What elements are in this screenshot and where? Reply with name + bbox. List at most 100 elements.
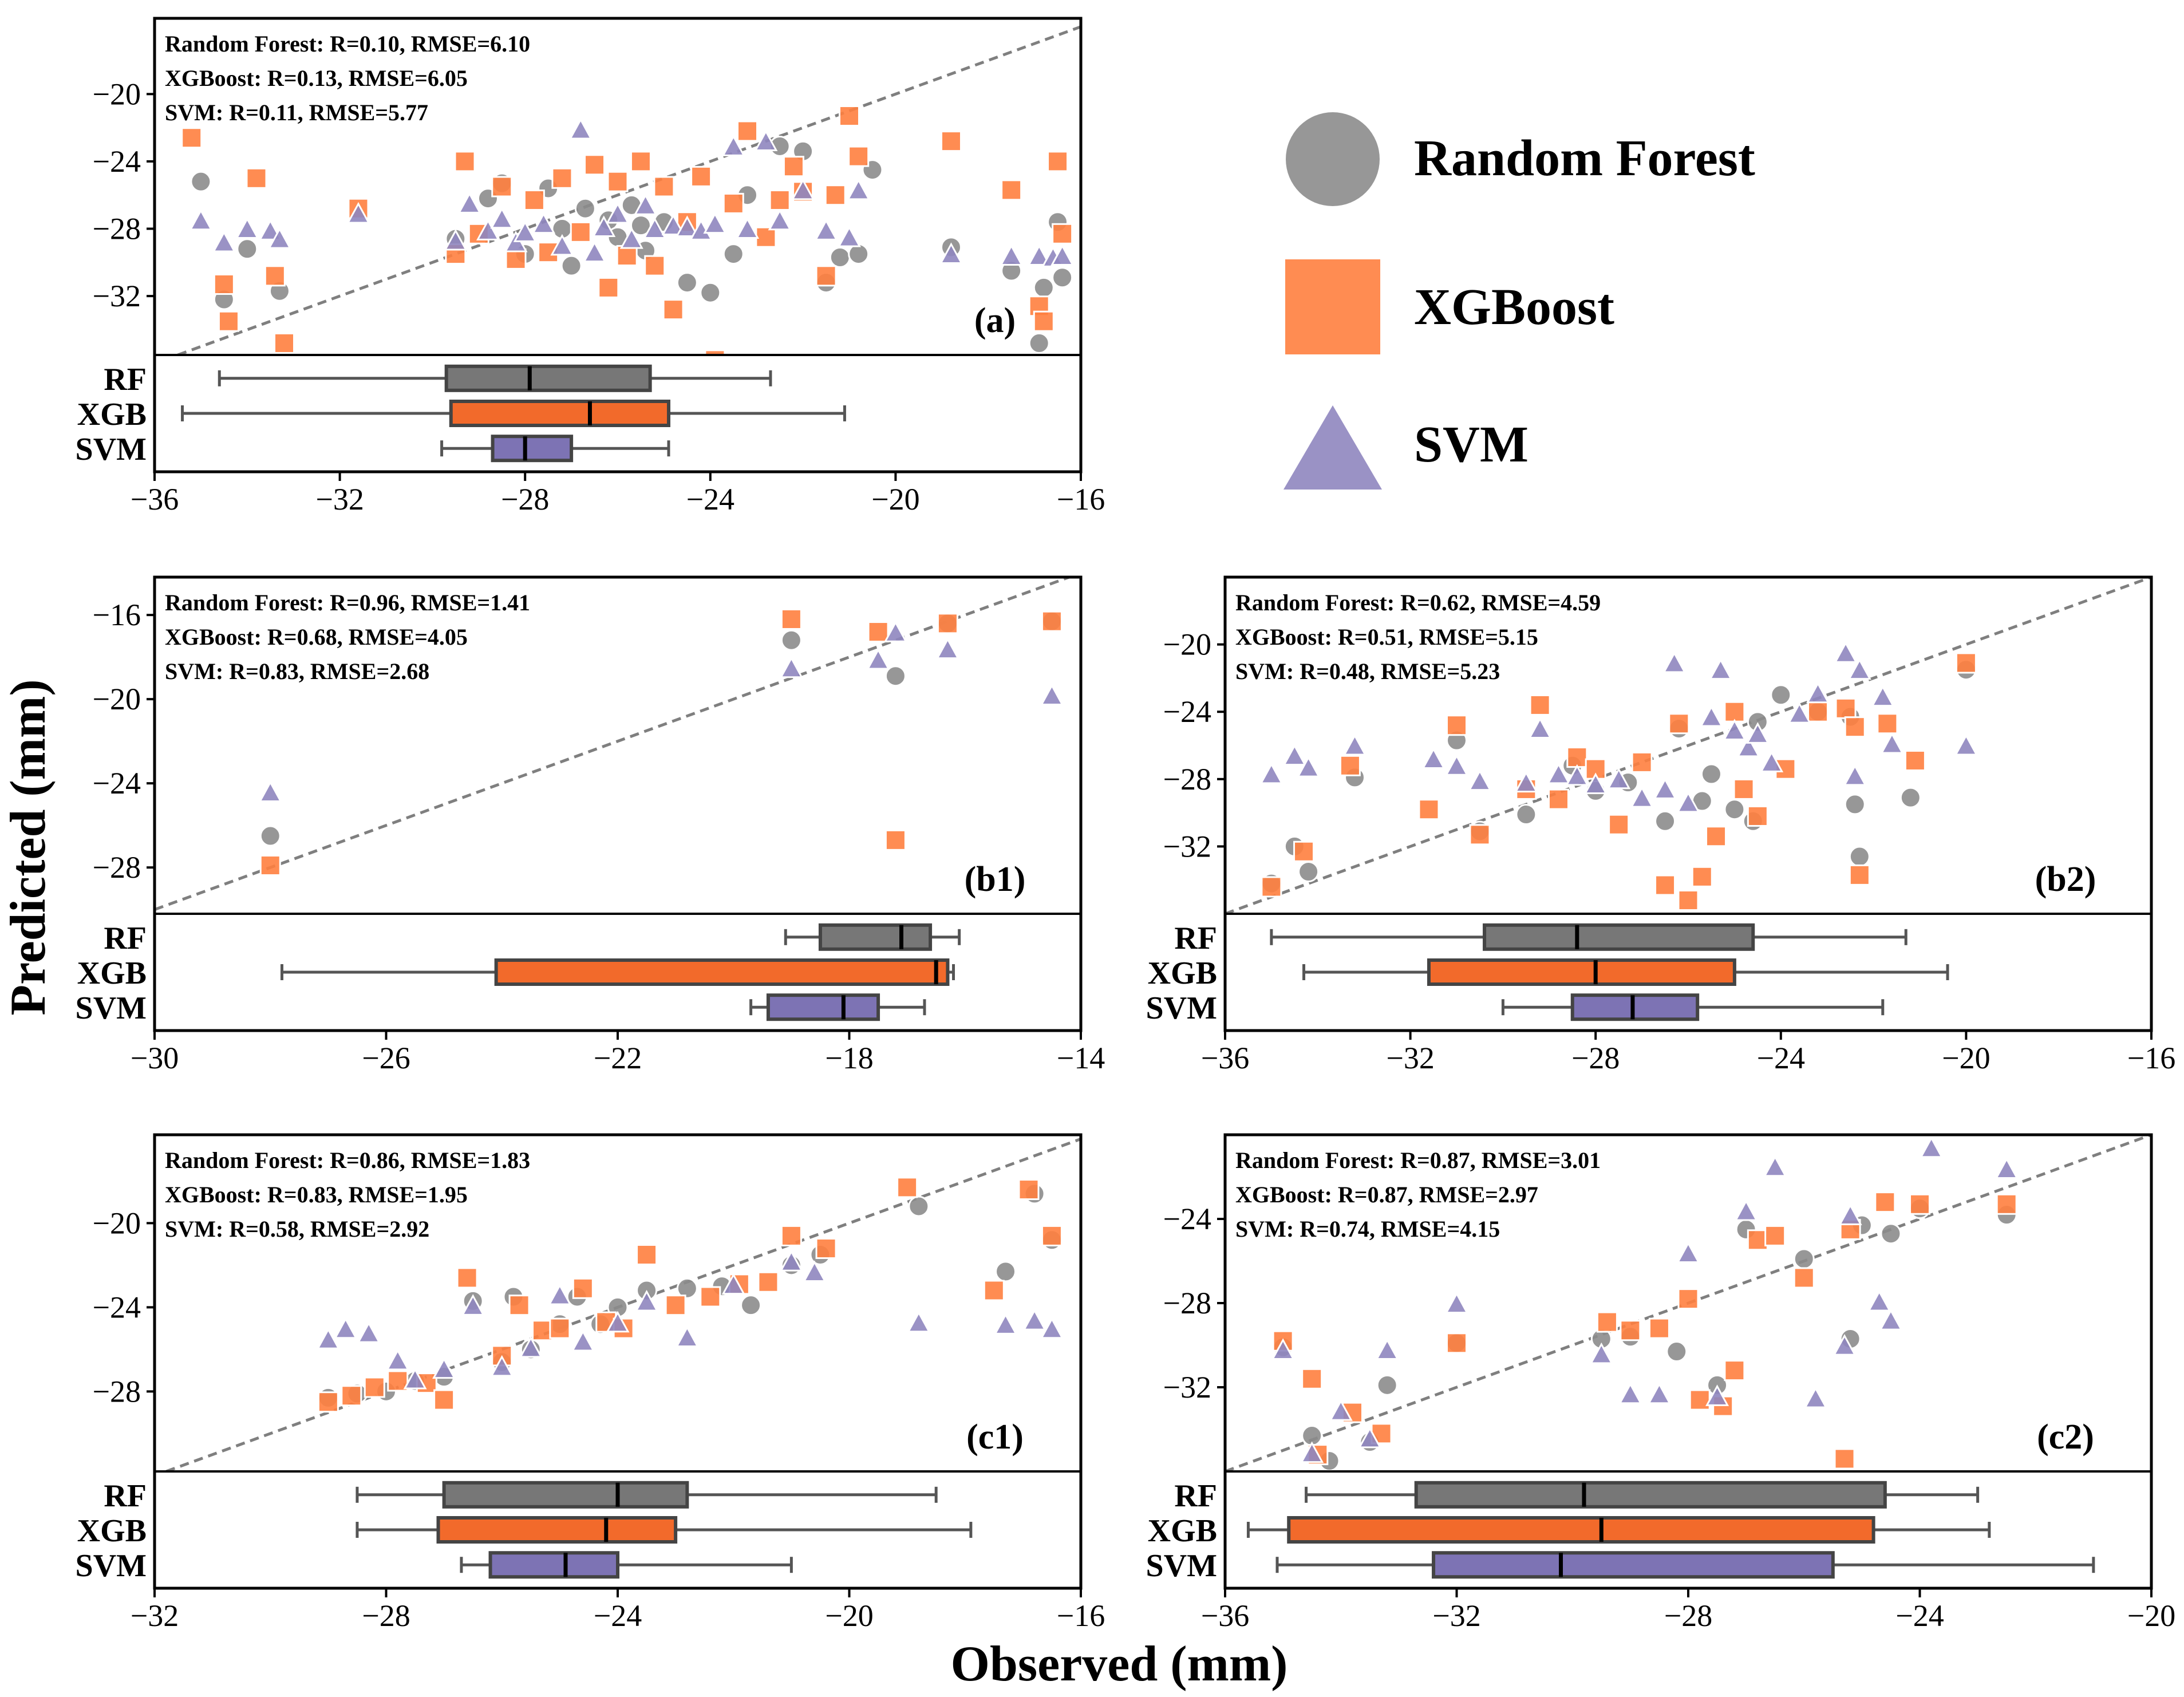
point-xgboost [259, 854, 281, 876]
point-xgboost [636, 1244, 658, 1265]
y-tick-label: −32 [1163, 1370, 1211, 1404]
panel-b1: Random Forest: R=0.96, RMSE=1.41 XGBoost:… [76, 575, 1105, 1075]
point-xgboost [662, 299, 684, 321]
point-xgboost [505, 248, 527, 270]
point-xgboost [1620, 1320, 1641, 1341]
x-tick-label: −18 [825, 1041, 873, 1075]
point-xgboost [1041, 610, 1063, 632]
box-label-xgb: XGB [77, 397, 147, 432]
point-svm [1040, 684, 1064, 705]
point-svm [866, 648, 890, 670]
x-tick-label: −32 [315, 482, 364, 516]
point-svm [1528, 717, 1552, 739]
point-random-forest [1033, 277, 1055, 298]
point-random-forest [780, 629, 802, 651]
point-random-forest [574, 198, 596, 219]
point-xgboost [1469, 824, 1491, 846]
point-xgboost [940, 131, 962, 152]
point-xgboost [1874, 1191, 1896, 1213]
point-svm [1676, 1241, 1700, 1263]
point-svm [1995, 1157, 2019, 1179]
point-svm [939, 242, 963, 265]
x-tick-label: −24 [1757, 1041, 1805, 1075]
point-random-forest [1849, 846, 1870, 867]
point-svm [779, 1250, 803, 1272]
box-xgb [280, 958, 955, 986]
legend-label-xgboost: XGBoost [1414, 279, 1614, 336]
x-tick-label: −36 [1201, 1041, 1249, 1075]
panel-a: Random Forest: R=0.10, RMSE=6.10 XGBoost:… [76, 17, 1105, 516]
point-svm [1871, 685, 1895, 707]
point-svm [1444, 754, 1469, 776]
box-label-svm: SVM [76, 990, 147, 1026]
point-svm [1329, 1399, 1353, 1421]
x-axis-title: Observed (mm) [951, 1636, 1288, 1692]
point-xgboost [570, 221, 591, 243]
point-xgboost [1547, 788, 1569, 810]
point-xgboost [1293, 840, 1315, 862]
point-xgboost [1648, 1317, 1670, 1339]
point-xgboost [1724, 701, 1745, 723]
point-svm [1734, 1199, 1758, 1221]
point-random-forest [829, 246, 851, 268]
stat-line: SVM: R=0.83, RMSE=2.68 [165, 658, 429, 684]
scatter-points [1259, 641, 1978, 911]
iqr-box [442, 1481, 689, 1509]
point-svm [1699, 705, 1723, 727]
x-tick-label: −28 [1571, 1041, 1620, 1075]
point-svm [907, 1311, 931, 1333]
stat-line: Random Forest: R=0.87, RMSE=3.01 [1235, 1147, 1601, 1173]
legend-marker-svm [1283, 405, 1382, 490]
point-random-forest [236, 238, 258, 260]
panel-b2: Random Forest: R=0.62, RMSE=4.59 XGBoost:… [1146, 575, 2175, 1075]
point-svm [1342, 733, 1367, 756]
x-tick-label: −20 [1942, 1041, 1990, 1075]
box-label-rf: RF [104, 1478, 147, 1514]
iqr-box [444, 364, 652, 392]
point-xgboost [1668, 713, 1690, 735]
x-tick-label: −36 [131, 482, 179, 516]
x-tick-label: −30 [131, 1041, 179, 1075]
box-xgb [1302, 958, 1949, 986]
iqr-box [491, 435, 574, 463]
point-xgboost [246, 167, 267, 189]
x-tick-label: −28 [1664, 1599, 1712, 1633]
scatter-points [316, 1177, 1064, 1413]
point-xgboost [616, 245, 638, 267]
point-svm [1760, 751, 1784, 772]
x-tick-label: −28 [362, 1599, 410, 1633]
point-xgboost [783, 156, 804, 177]
point-xgboost [456, 1267, 478, 1289]
x-tick-label: −22 [594, 1041, 642, 1075]
box-svm [1275, 1551, 2095, 1579]
x-tick-label: −20 [2127, 1599, 2175, 1633]
point-xgboost [1631, 751, 1653, 773]
point-svm [571, 1329, 595, 1352]
point-svm [444, 228, 468, 251]
point-svm [675, 215, 699, 237]
point-svm [357, 1321, 381, 1343]
point-random-forest [740, 1295, 762, 1316]
point-random-forest [1052, 267, 1073, 289]
point-xgboost [1705, 826, 1727, 847]
point-xgboost [218, 310, 239, 332]
x-tick-label: −24 [594, 1599, 642, 1633]
y-tick-label: −32 [1163, 829, 1211, 863]
point-svm [791, 178, 815, 200]
point-svm [675, 1325, 699, 1347]
point-svm [768, 208, 792, 231]
point-random-forest [1793, 1248, 1815, 1270]
point-xgboost [1654, 874, 1676, 896]
point-svm [1653, 778, 1677, 799]
y-tick-label: −20 [93, 682, 141, 716]
x-tick-label: −16 [2127, 1041, 2175, 1075]
one-to-one-line [165, 1138, 1081, 1471]
iqr-box [1570, 993, 1700, 1021]
point-svm [1040, 1317, 1064, 1339]
point-xgboost [1834, 1448, 1855, 1470]
box-label-rf: RF [104, 362, 147, 397]
point-svm [1879, 1308, 1903, 1331]
iqr-box [1432, 1551, 1835, 1579]
point-svm [189, 208, 213, 231]
